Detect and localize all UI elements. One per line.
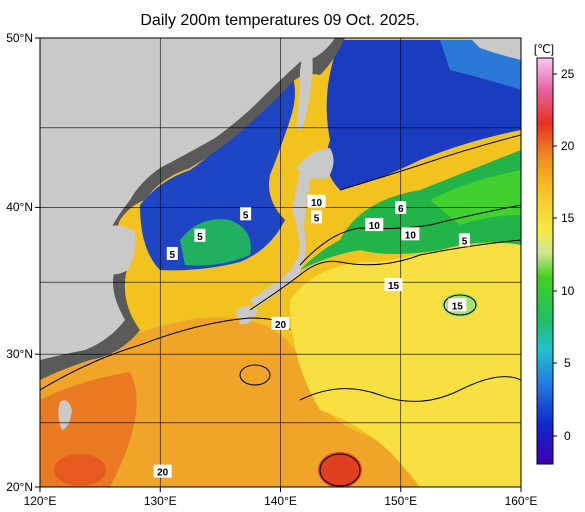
x-tick-160: 160°E: [505, 494, 538, 508]
contour-label: 20: [275, 320, 287, 331]
korea-land: [93, 225, 136, 275]
x-tick-150: 150°E: [384, 494, 417, 508]
contour-label-bg: [194, 228, 206, 242]
contour-label-bg: [395, 201, 407, 215]
contour-label-bg: [401, 227, 420, 241]
colorbar: [536, 57, 554, 465]
contour-label: 5: [169, 250, 175, 261]
hot-eddy-contour: [319, 453, 361, 487]
colorbar-labels: 25 20 15 10 5 0: [561, 67, 575, 443]
y-tick-50: 50°N: [6, 31, 33, 45]
contour-label: 5: [462, 236, 468, 247]
isotherm-15: [249, 239, 521, 311]
contour-label-bg: [271, 316, 290, 330]
contour-label-bg: [448, 298, 467, 312]
contour-label: 5: [314, 213, 320, 224]
japan-kyushu: [236, 306, 258, 325]
contour-label-bg: [166, 246, 178, 260]
asia-land: [40, 38, 335, 360]
sakhalin-land: [296, 42, 313, 130]
contour-label-bg: [307, 194, 326, 208]
contour-label: 15: [388, 281, 400, 292]
contour-label: 6: [398, 204, 404, 215]
subtropical-water: [40, 317, 420, 487]
contour-label-bg: [365, 218, 384, 232]
contour-label-bg: [384, 278, 403, 292]
contour-label: 15: [452, 301, 464, 312]
eddy-contour: [443, 294, 477, 316]
colorbar-tick-15: 15: [561, 211, 575, 225]
y-tick-20: 20°N: [6, 480, 33, 494]
colorbar-tick-0: 0: [564, 429, 571, 443]
tick-marks: [35, 37, 522, 492]
x-tick-130: 130°E: [144, 494, 177, 508]
map-plot-area: 5 5 5 10 5 6 10 10 5 15 15 20 20: [40, 38, 521, 487]
contour-labels: 5 5 5 10 5 6 10 10 5 15 15 20 20: [153, 194, 470, 479]
isotherm-5: [339, 134, 521, 191]
colorbar-tick-5: 5: [564, 356, 571, 370]
graticule: [40, 38, 521, 487]
colorbar-unit: [℃]: [534, 42, 554, 56]
hot-water-patch-west: [54, 454, 106, 486]
contour-label-bg: [311, 210, 323, 224]
y-tick-30: 30°N: [6, 347, 33, 361]
y-tick-40: 40°N: [6, 200, 33, 214]
contour-label-bg: [153, 464, 172, 478]
x-tick-120: 120°E: [24, 494, 57, 508]
isotherm-10: [299, 204, 521, 266]
contour-label: 5: [243, 210, 249, 221]
hot-water-patch: [318, 452, 362, 487]
japan-honshu: [250, 170, 312, 308]
x-tick-140: 140°E: [264, 494, 297, 508]
map-title: Daily 200m temperatures 09 Oct. 2025.: [140, 12, 420, 29]
contour-label: 20: [157, 468, 169, 479]
isotherm-18: [299, 376, 521, 402]
contour-label-bg: [458, 233, 470, 247]
contour-label: 10: [369, 221, 381, 232]
frontal-zone-inner: [430, 170, 521, 225]
contour-label: 10: [405, 230, 417, 241]
contour-label-bg: [240, 207, 252, 221]
colorbar-tick-10: 10: [561, 284, 575, 298]
colorbar-tick-25: 25: [561, 67, 575, 81]
kamchatka-land: [470, 38, 521, 60]
contour-label: 5: [197, 232, 203, 243]
warm-eddy-contour: [239, 364, 271, 386]
sea-of-japan: [140, 70, 295, 271]
colorbar-ticks: [553, 73, 557, 437]
japan-hokkaido: [296, 148, 334, 179]
y-axis-labels: 50°N 40°N 30°N 20°N: [6, 31, 33, 494]
contour-label: 10: [311, 198, 323, 209]
x-axis-labels: 120°E 130°E 140°E 150°E 160°E: [24, 494, 538, 508]
colorbar-tick-20: 20: [561, 139, 575, 153]
subarctic-water: [326, 40, 521, 190]
